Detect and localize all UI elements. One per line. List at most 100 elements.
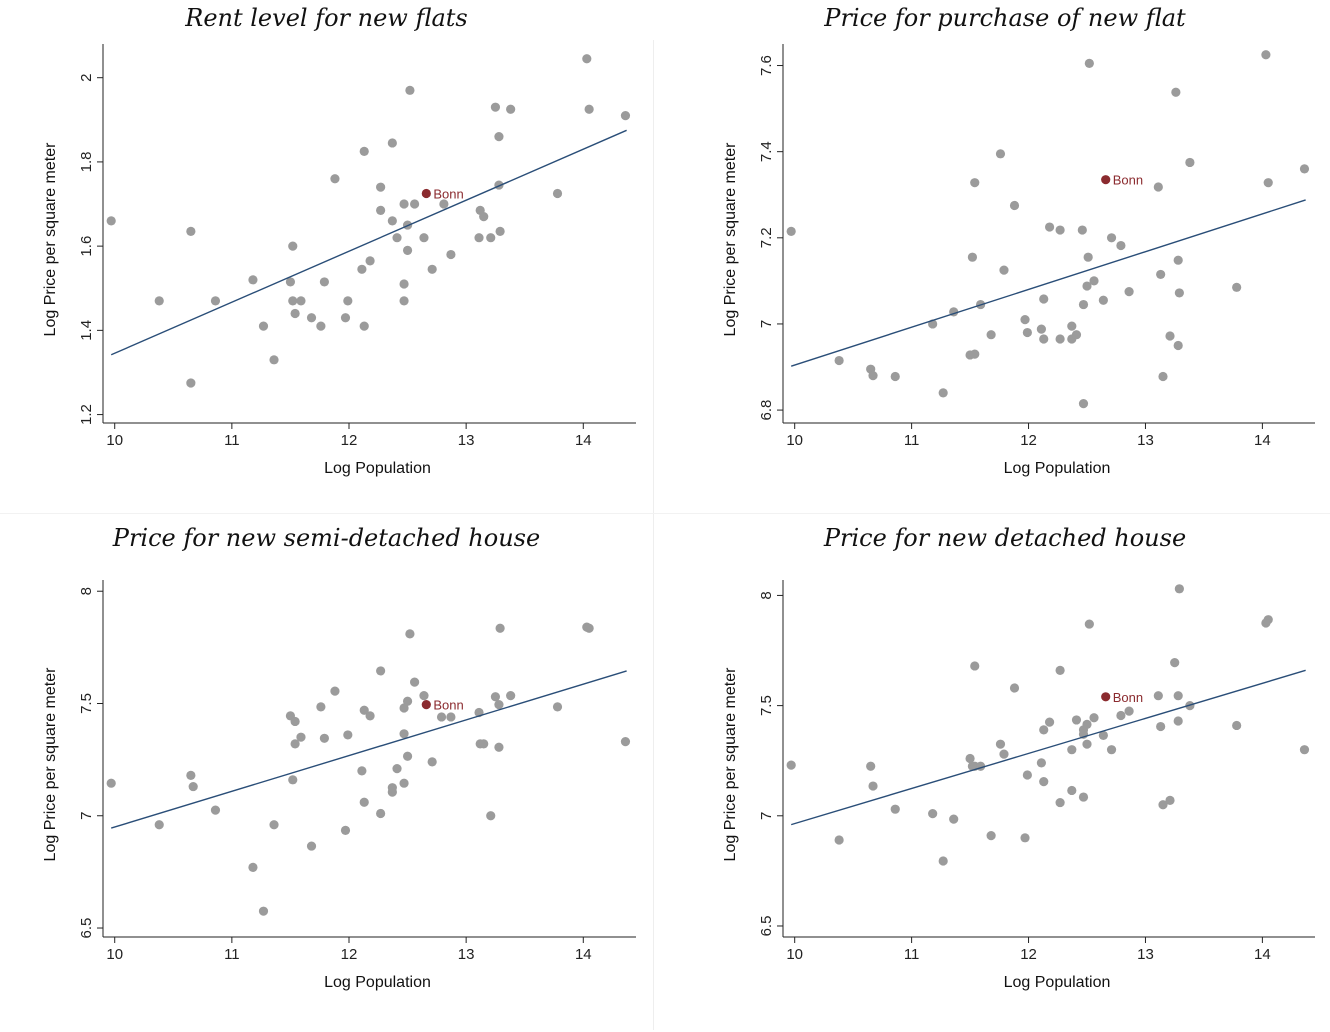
highlight-point-bonn [1101, 692, 1111, 702]
data-point [1153, 182, 1163, 192]
data-point [419, 691, 429, 701]
data-point [999, 265, 1009, 275]
y-tick-label: 6.8 [758, 400, 775, 421]
data-point [1082, 739, 1092, 749]
data-point [928, 808, 938, 819]
data-point [1055, 665, 1065, 675]
panel-divider-vertical [653, 40, 654, 1030]
y-tick-label: 7 [758, 812, 775, 820]
data-point [154, 820, 164, 830]
chart-title: Rent level for new flats [185, 4, 468, 32]
data-point [392, 233, 402, 243]
fit-line [110, 129, 627, 356]
data-point [399, 778, 409, 788]
data-point [1077, 225, 1087, 235]
data-point [405, 629, 415, 639]
data-point [1098, 295, 1108, 305]
x-tick-label: 12 [341, 946, 358, 963]
x-tick-label: 13 [1137, 432, 1154, 449]
data-point [999, 749, 1009, 759]
data-point [584, 623, 594, 633]
data-point [288, 775, 298, 785]
data-point [376, 808, 386, 819]
data-point [387, 783, 397, 793]
data-point [1036, 324, 1046, 334]
data-point [995, 739, 1006, 749]
data-point [1020, 833, 1030, 843]
data-point [376, 666, 386, 676]
x-tick-label: 10 [106, 946, 123, 963]
data-point [1170, 658, 1180, 668]
data-point [269, 355, 279, 365]
x-tick-label: 14 [1254, 432, 1271, 449]
x-axis-label: Log Population [324, 974, 431, 991]
data-point [1055, 225, 1065, 235]
x-tick-label: 13 [458, 432, 475, 449]
x-tick-label: 12 [1020, 432, 1037, 449]
highlight-label-bonn: Bonn [1113, 690, 1143, 705]
data-point [186, 378, 196, 388]
data-point [343, 296, 353, 306]
data-point [1153, 691, 1163, 701]
data-point [582, 54, 592, 64]
data-point [938, 388, 948, 398]
y-tick-label: 7.5 [758, 695, 775, 716]
x-tick-label: 14 [575, 946, 592, 963]
data-point [890, 804, 900, 814]
data-point [439, 199, 449, 209]
data-point [1098, 730, 1108, 740]
data-point [1082, 281, 1092, 291]
data-point [1232, 720, 1242, 731]
data-point [1106, 745, 1117, 755]
data-point [1232, 282, 1242, 292]
data-point [405, 85, 415, 95]
data-point [296, 296, 306, 306]
data-point [1156, 721, 1166, 732]
data-point [1022, 770, 1032, 780]
data-point [387, 216, 397, 226]
data-point [1078, 299, 1089, 310]
data-point [1173, 255, 1183, 265]
data-point [269, 820, 279, 830]
data-point [446, 249, 456, 260]
fit-line [110, 670, 627, 829]
y-tick-label: 7 [78, 812, 95, 820]
data-point [1067, 785, 1077, 796]
data-point [967, 252, 978, 262]
x-tick-label: 14 [1254, 946, 1271, 963]
x-tick-label: 11 [904, 946, 920, 963]
data-point [474, 233, 484, 243]
data-point [248, 862, 258, 872]
data-point [359, 321, 369, 331]
data-point [965, 753, 975, 764]
data-point [306, 313, 317, 323]
data-point [319, 733, 329, 743]
data-point [786, 226, 796, 236]
data-point [365, 256, 375, 266]
data-point [1078, 399, 1089, 409]
data-point [285, 277, 296, 287]
data-point [1158, 800, 1168, 810]
data-point [330, 174, 340, 184]
data-point [1044, 717, 1055, 727]
y-axis-label: Log Price per square meter [42, 142, 59, 337]
data-point [494, 742, 504, 752]
data-point [866, 761, 876, 771]
data-point [552, 702, 563, 712]
chart-panel-purchase-flat: Price for purchase of new flat 10 11 12 13 1… [680, 0, 1330, 512]
data-point [1022, 327, 1032, 338]
data-point [1039, 294, 1049, 304]
data-point [890, 371, 900, 382]
data-point [290, 308, 300, 319]
y-tick-label: 7.2 [758, 227, 775, 248]
data-point [316, 702, 326, 712]
data-point [1078, 792, 1089, 802]
data-point [506, 104, 516, 114]
data-point [319, 277, 329, 287]
data-point [387, 138, 397, 148]
data-point [1055, 334, 1065, 344]
data-point [248, 275, 258, 285]
data-point [402, 245, 413, 255]
fit-line [790, 669, 1306, 826]
data-point [1089, 276, 1099, 286]
